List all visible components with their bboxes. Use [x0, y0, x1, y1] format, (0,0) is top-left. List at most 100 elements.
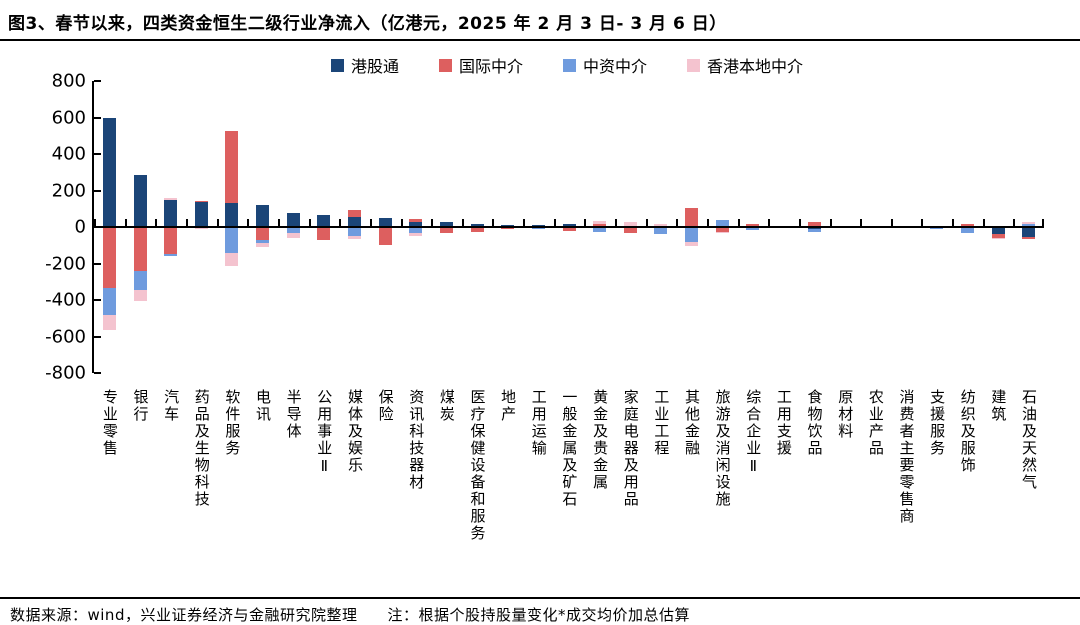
bar-segment-国际中介: [133, 227, 147, 271]
x-category-text: 综合企业Ⅱ: [744, 389, 763, 477]
bar-segment-国际中介: [348, 209, 361, 217]
bar-segment-国际中介: [409, 218, 423, 223]
bar-segment-香港本地中介: [164, 198, 178, 200]
x-tick-mark: [553, 219, 556, 227]
x-category-label: 公用事业Ⅱ: [308, 389, 339, 595]
bar-segment-香港本地中介: [194, 227, 208, 230]
x-tick-mark: [860, 219, 863, 227]
bar-segment-港股通: [225, 203, 239, 227]
x-axis-labels: 专业零售 银行 汽车 药品及生物科技 软件服务 电讯 半导体 公用事业Ⅱ 媒体及娱乐 保险 资讯科技…: [94, 373, 1044, 595]
bar-segment-港股通: [991, 227, 1005, 235]
bar-segment-香港本地中介: [1022, 222, 1036, 225]
legend-item-香港本地中介: 香港本地中介: [687, 53, 803, 77]
y-tick-mark: [94, 299, 101, 301]
x-category-label: 其他金融: [676, 389, 707, 595]
x-category-label: 煤炭: [431, 389, 462, 595]
bar-segment-中资中介: [715, 219, 729, 227]
x-category-text: 工用支援: [774, 389, 793, 457]
legend-item-国际中介: 国际中介: [438, 53, 523, 77]
x-category-label: 工用运输: [523, 389, 554, 595]
x-category-text: 媒体及娱乐: [345, 389, 364, 474]
x-category-text: 支援服务: [928, 389, 947, 457]
x-category-text: 工用运输: [529, 389, 548, 457]
x-tick-mark: [1042, 219, 1044, 227]
x-tick-mark: [829, 219, 832, 227]
bar-segment-国际中介: [470, 227, 484, 232]
x-tick-mark: [461, 219, 464, 227]
x-tick-mark: [768, 219, 771, 227]
legend-swatch-icon: [687, 58, 701, 72]
bar-segment-香港本地中介: [256, 243, 269, 247]
bar-segment-香港本地中介: [286, 233, 300, 238]
bar-segment-港股通: [470, 224, 484, 227]
bar-segment-国际中介: [562, 227, 576, 231]
y-tick-mark: [94, 116, 101, 119]
chart-legend: 港股通 国际中介 中资中介 香港本地中介: [92, 53, 1042, 77]
x-category-text: 专业零售: [100, 389, 119, 457]
x-category-label: 纺织及服饰: [952, 389, 983, 595]
bar-segment-香港本地中介: [225, 253, 239, 267]
x-category-label: 地产: [492, 389, 523, 595]
x-tick-mark: [982, 219, 985, 227]
legend-label: 港股通: [350, 57, 399, 76]
x-category-text: 银行: [131, 389, 150, 423]
bar-segment-国际中介: [164, 227, 178, 255]
x-tick-mark: [615, 219, 617, 227]
bar-segment-港股通: [256, 205, 269, 227]
y-tick-mark: [94, 153, 101, 155]
bar-segment-国际中介: [256, 227, 269, 240]
bar-segment-中资中介: [164, 254, 178, 257]
y-tick-label: -200: [45, 253, 86, 274]
bar-segment-国际中介: [194, 200, 208, 202]
x-category-label: 农业产品: [860, 389, 891, 595]
x-tick-mark: [308, 219, 311, 227]
x-category-text: 公用事业Ⅱ: [315, 389, 334, 477]
x-category-text: 其他金融: [682, 389, 701, 457]
x-tick-mark: [676, 219, 679, 227]
x-category-label: 软件服务: [217, 389, 248, 595]
x-tick-mark: [431, 219, 434, 227]
x-tick-mark: [94, 219, 96, 227]
bar-segment-港股通: [378, 217, 392, 227]
y-tick-label: 0: [74, 216, 86, 238]
y-tick-label: 600: [51, 107, 86, 128]
y-axis-labels: 800 600 400 200 0 -200 -400 -600 -800: [0, 71, 92, 384]
y-tick-mark: [94, 262, 101, 265]
x-category-label: 媒体及娱乐: [339, 389, 370, 595]
x-category-text: 工业工程: [652, 389, 671, 457]
x-category-text: 汽车: [162, 389, 181, 423]
x-category-label: 黄金及贵金属: [584, 389, 615, 595]
x-tick-mark: [952, 219, 955, 227]
x-category-label: 药品及生物科技: [186, 389, 217, 595]
x-tick-mark: [890, 219, 893, 227]
x-tick-mark: [339, 219, 342, 227]
bar-segment-香港本地中介: [133, 289, 147, 301]
bar-segment-中资中介: [225, 227, 239, 254]
y-tick-mark: [94, 372, 101, 374]
y-tick-label: 800: [51, 70, 86, 92]
bar-segment-香港本地中介: [102, 314, 116, 331]
x-tick-mark: [400, 219, 403, 227]
bar-segment-港股通: [102, 118, 116, 227]
x-tick-mark: [247, 219, 250, 227]
x-tick-mark: [645, 219, 648, 227]
x-category-label: 支援服务: [921, 389, 952, 595]
y-tick-mark: [94, 80, 101, 82]
x-category-text: 资讯科技器材: [407, 389, 426, 491]
footer-divider: [0, 597, 1080, 599]
bar-segment-国际中介: [715, 227, 729, 233]
bar-segment-国际中介: [378, 227, 392, 246]
bar-segment-国际中介: [317, 227, 331, 240]
bar-segment-港股通: [317, 215, 331, 227]
bar-segment-港股通: [1022, 227, 1036, 238]
bar-segment-中资中介: [746, 227, 760, 231]
bar-segment-中资中介: [133, 270, 147, 290]
data-source-text: 数据来源：wind，兴业证券经济与金融研究院整理: [10, 606, 358, 624]
x-category-label: 食物饮品: [799, 389, 830, 595]
stacked-bar-chart: 港股通 国际中介 中资中介 香港本地中介 800 600 400 200 0 -200 -400 -…: [0, 41, 1080, 595]
x-category-text: 家庭电器及用品: [621, 389, 640, 508]
bar-segment-国际中介: [1022, 237, 1036, 239]
x-category-text: 原材料: [836, 389, 855, 440]
bar-segment-港股通: [439, 222, 453, 227]
